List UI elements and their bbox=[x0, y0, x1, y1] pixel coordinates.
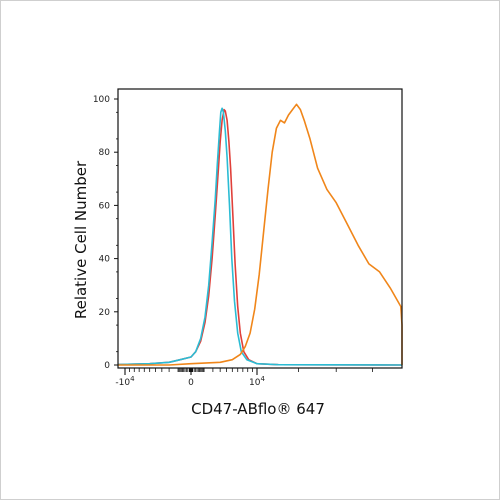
x-tick-label: -104 bbox=[115, 375, 135, 388]
histogram-line-1 bbox=[117, 108, 403, 366]
y-tick-label: 0 bbox=[104, 361, 110, 371]
y-tick-label: 20 bbox=[99, 308, 111, 318]
histogram-line-3 bbox=[118, 103, 403, 366]
x-axis-label: CD47-ABflo® 647 bbox=[191, 400, 325, 418]
y-tick-label: 80 bbox=[99, 148, 111, 158]
y-tick-label: 40 bbox=[99, 255, 111, 265]
series-layer bbox=[117, 103, 403, 366]
x-tick-label: 0 bbox=[188, 378, 194, 388]
y-tick-label: 100 bbox=[93, 95, 110, 105]
x-tick-label: 104 bbox=[249, 375, 265, 388]
plot-frame bbox=[117, 88, 403, 369]
histogram-line-2 bbox=[117, 107, 403, 366]
y-axis-label: Relative Cell Number bbox=[72, 160, 90, 319]
y-tick-label: 60 bbox=[99, 201, 111, 211]
